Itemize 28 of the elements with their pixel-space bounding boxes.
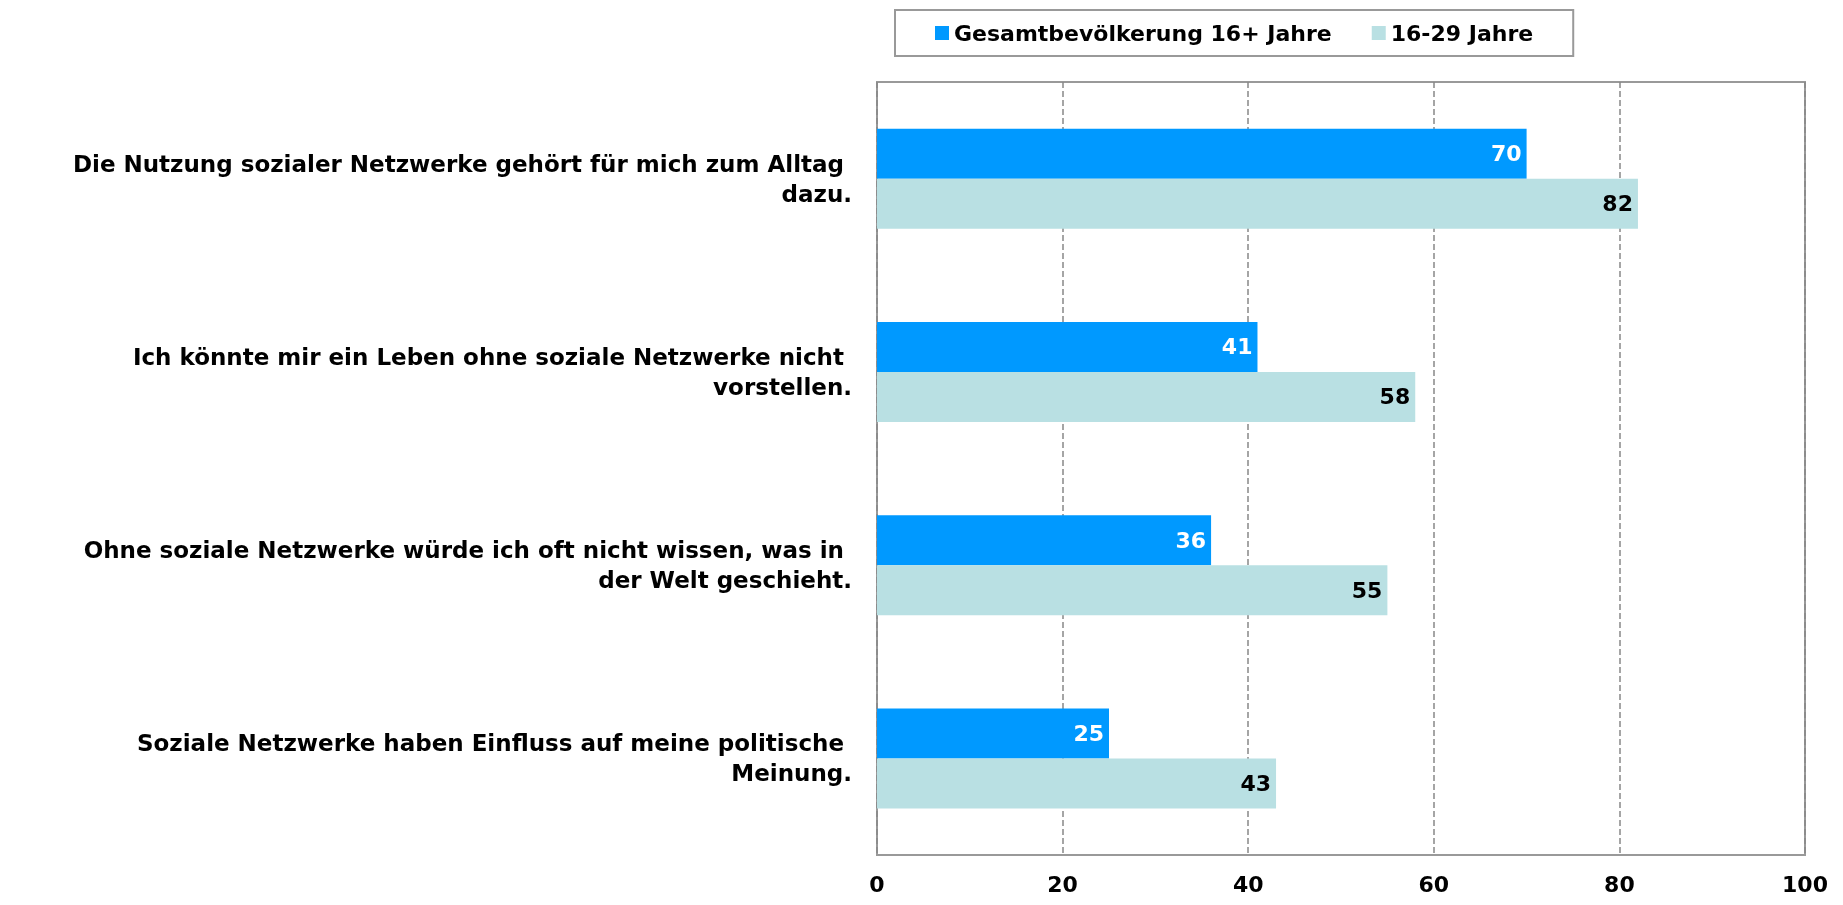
data-label: 82 xyxy=(1602,191,1633,217)
bar xyxy=(877,565,1388,616)
x-tick-label: 20 xyxy=(1047,871,1078,897)
data-label: 25 xyxy=(1073,720,1104,746)
legend-label: 16-29 Jahre xyxy=(1390,20,1534,46)
x-tick-label: 80 xyxy=(1604,871,1635,897)
data-label: 36 xyxy=(1175,527,1207,553)
x-tick-label: 40 xyxy=(1232,871,1264,897)
x-tick-label: 0 xyxy=(869,871,885,897)
y-tick-label: Ohne soziale Netzwerke würde ich oft nicht wissen, was in der Welt geschieht. xyxy=(83,537,852,594)
y-tick-label: Die Nutzung sozialer Netzwerke gehört für mich zum Alltag dazu. xyxy=(72,150,852,207)
legend-label: Gesamtbevölkerung 16+ Jahre xyxy=(954,20,1332,46)
bar xyxy=(877,178,1638,229)
bar xyxy=(877,321,1258,372)
y-tick-label: Ich könnte mir ein Leben ohne soziale Netzwerke nicht vorstellen. xyxy=(132,343,852,400)
bar xyxy=(877,708,1109,759)
y-tick-label: Soziale Netzwerke haben Einfluss auf meine politische Meinung. xyxy=(136,730,852,787)
data-label: 41 xyxy=(1221,334,1253,360)
data-label: 58 xyxy=(1379,384,1411,410)
bar xyxy=(877,128,1527,179)
bar xyxy=(877,515,1212,566)
bar xyxy=(877,758,1277,809)
bar xyxy=(877,371,1416,422)
x-tick-label: 60 xyxy=(1418,871,1450,897)
x-tick-label: 100 xyxy=(1782,871,1828,897)
data-label: 70 xyxy=(1490,141,1522,167)
data-label: 43 xyxy=(1240,770,1272,796)
data-label: 55 xyxy=(1351,577,1383,603)
